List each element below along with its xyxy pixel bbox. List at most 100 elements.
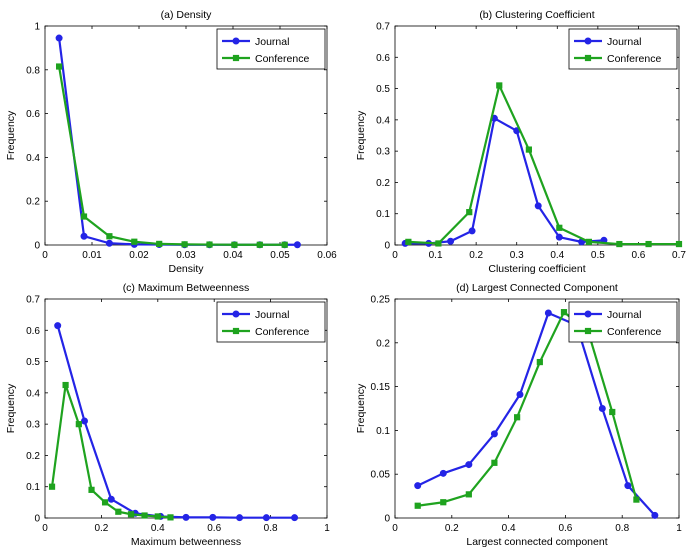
data-point — [525, 146, 532, 153]
y-tick-label: 1 — [34, 22, 40, 33]
data-point — [62, 381, 69, 389]
legend-label-journal: Journal — [607, 309, 641, 321]
data-point — [105, 239, 113, 247]
subplot-3: 0 0.2 0.4 0.6 0.8 1 0 0.1 0.2 0.3 0.4 0.5 0.6 0.7 (c) … — [5, 282, 330, 548]
y-tick-label: 0.8 — [26, 65, 40, 76]
data-point — [624, 482, 632, 490]
data-point — [560, 309, 568, 316]
data-point — [206, 241, 213, 248]
chart-title: (b) Clustering Coefficient — [479, 9, 594, 21]
y-tick-label: 0 — [384, 514, 390, 525]
chart-title: (a) Density — [161, 9, 213, 21]
data-point — [80, 213, 88, 220]
chart-title: (d) Largest Connected Component — [456, 282, 618, 294]
x-axis-label: Largest connected component — [466, 536, 607, 548]
data-point — [231, 241, 238, 248]
y-tick-label: 0 — [34, 241, 40, 252]
data-point — [466, 209, 473, 216]
data-point — [291, 514, 299, 522]
y-tick-label: 0.2 — [376, 338, 390, 349]
y-tick-label: 0.15 — [371, 382, 391, 393]
x-tick-label: 0.4 — [550, 250, 564, 261]
y-tick-label: 0.2 — [376, 178, 390, 189]
data-point — [435, 240, 442, 247]
y-tick-label: 0.1 — [376, 426, 390, 437]
data-point — [156, 240, 163, 248]
legend-label-conference: Conference — [607, 53, 661, 65]
data-point — [491, 459, 498, 466]
x-tick-label: 0.03 — [176, 250, 196, 261]
legend-label-conference: Conference — [255, 53, 309, 65]
y-axis-label: Frequency — [5, 383, 17, 433]
data-point — [75, 421, 82, 428]
x-tick-label: 0.6 — [558, 523, 572, 534]
data-point — [107, 495, 115, 503]
data-point — [585, 238, 593, 245]
subplot-2: 0 0.1 0.2 0.3 0.4 0.5 0.6 0.7 0 0.1 0.2 0.3 0.4 0.5 0.… — [355, 9, 686, 275]
data-point — [609, 408, 616, 416]
series-line-conference — [417, 311, 638, 507]
y-tick-label: 0 — [384, 241, 390, 252]
series-line-conference — [50, 383, 171, 519]
data-point — [633, 496, 640, 503]
x-tick-label: 0 — [42, 523, 48, 534]
x-axis-label: Density — [168, 263, 204, 275]
legend: Journal Conference — [568, 301, 678, 343]
data-point — [598, 405, 606, 412]
series-conference — [405, 82, 683, 248]
data-point — [48, 483, 56, 490]
x-tick-label: 0.2 — [94, 523, 108, 534]
y-tick-label: 0.2 — [26, 197, 40, 208]
data-point — [414, 482, 422, 490]
x-axis-label: Clustering coefficient — [488, 263, 585, 275]
data-point — [154, 513, 161, 520]
x-tick-label: 0.4 — [151, 523, 165, 534]
y-tick-label: 0.7 — [376, 22, 390, 33]
legend-label-journal: Journal — [255, 36, 289, 48]
data-point — [544, 309, 552, 317]
y-tick-label: 0.3 — [26, 420, 40, 431]
x-tick-label: 0.5 — [591, 250, 605, 261]
y-tick-label: 0.05 — [371, 470, 391, 481]
legend-marker-journal — [232, 37, 240, 45]
data-point — [536, 358, 543, 366]
x-tick-label: 0.4 — [502, 523, 516, 534]
data-point — [167, 514, 174, 521]
x-tick-label: 0.3 — [510, 250, 524, 261]
data-point — [88, 486, 95, 493]
x-tick-label: 0 — [392, 523, 398, 534]
series-conference — [48, 381, 174, 521]
y-tick-label: 0.4 — [376, 115, 390, 126]
x-tick-label: 0.8 — [615, 523, 629, 534]
y-tick-label: 0.5 — [376, 84, 390, 95]
data-point — [80, 417, 88, 425]
data-point — [675, 240, 683, 248]
data-point — [127, 511, 135, 518]
data-point — [447, 237, 455, 245]
data-point — [465, 491, 472, 498]
series-conference — [56, 63, 288, 248]
data-point — [651, 511, 659, 519]
subplot-1: 0 0.01 0.02 0.03 0.04 0.05 0.06 0 0.2 0.4 0.6 0.8 1 (… — [5, 9, 337, 275]
data-point — [56, 63, 63, 70]
data-point — [468, 227, 476, 235]
x-tick-label: 1 — [676, 523, 682, 534]
data-point — [439, 469, 447, 477]
data-point — [236, 514, 244, 522]
data-point — [556, 224, 563, 231]
data-point — [645, 240, 652, 248]
y-axis-label: Frequency — [5, 110, 17, 160]
x-tick-label: 0.6 — [631, 250, 645, 261]
y-tick-label: 0.1 — [26, 482, 40, 493]
data-point — [80, 232, 88, 240]
series-line-conference — [408, 84, 679, 246]
y-tick-label: 0.2 — [26, 451, 40, 462]
legend-box — [568, 28, 678, 70]
legend: Journal Conference — [568, 28, 678, 70]
data-point — [54, 322, 62, 330]
y-tick-label: 0.4 — [26, 388, 40, 399]
y-tick-label: 0.25 — [371, 295, 391, 306]
data-point — [293, 241, 301, 249]
data-point — [490, 430, 498, 438]
data-point — [514, 414, 521, 421]
